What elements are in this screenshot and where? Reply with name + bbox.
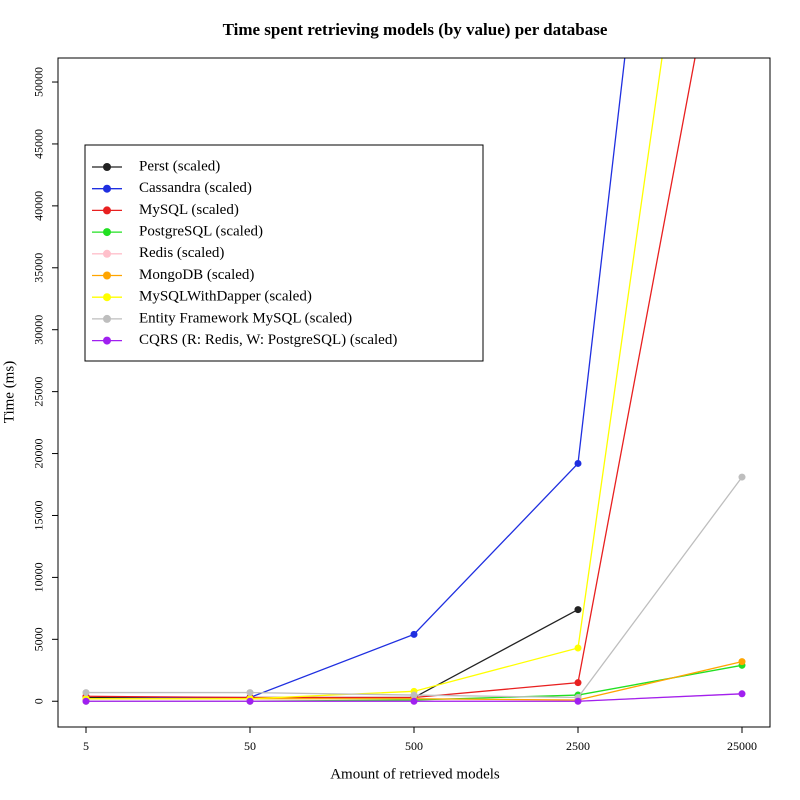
point xyxy=(410,630,418,638)
legend-marker xyxy=(103,228,111,237)
y-tick-label: 20000 xyxy=(32,439,46,469)
y-tick-label: 5000 xyxy=(32,627,46,651)
legend-marker xyxy=(103,336,111,345)
point xyxy=(82,689,90,697)
y-tick-label: 50000 xyxy=(32,67,46,97)
point xyxy=(410,697,418,705)
x-axis-label: Amount of retrieved models xyxy=(330,766,500,782)
legend-marker xyxy=(103,206,111,215)
point xyxy=(574,697,582,705)
y-tick-label: 25000 xyxy=(32,377,46,407)
point xyxy=(574,606,582,614)
point xyxy=(738,690,746,698)
y-tick-label: 40000 xyxy=(32,191,46,221)
legend-marker xyxy=(103,314,111,323)
legend-label: CQRS (R: Redis, W: PostgreSQL) (scaled) xyxy=(139,332,397,348)
point xyxy=(738,473,746,481)
y-tick-label: 45000 xyxy=(32,129,46,159)
point xyxy=(246,689,254,697)
x-tick-label: 5 xyxy=(83,739,89,753)
series-line xyxy=(86,476,743,699)
point xyxy=(574,679,582,687)
y-tick-label: 10000 xyxy=(32,562,46,592)
x-tick-label: 25000 xyxy=(727,739,757,753)
legend-label: Entity Framework MySQL (scaled) xyxy=(139,310,352,326)
x-tick-label: 500 xyxy=(405,739,423,753)
legend-marker xyxy=(103,271,111,280)
point xyxy=(574,459,582,467)
point xyxy=(82,697,90,705)
legend-marker xyxy=(103,184,111,193)
legend-label: MongoDB (scaled) xyxy=(139,267,254,283)
point xyxy=(246,697,254,705)
x-tick-label: 2500 xyxy=(566,739,590,753)
point xyxy=(410,691,418,699)
legend-box xyxy=(84,144,484,362)
x-tick-label: 50 xyxy=(244,739,256,753)
legend-label: Perst (scaled) xyxy=(139,158,220,174)
y-axis-label: Time (ms) xyxy=(1,361,17,423)
legend-label: Cassandra (scaled) xyxy=(139,180,252,196)
point xyxy=(738,658,746,666)
y-tick-label: 0 xyxy=(32,698,46,704)
legend-marker xyxy=(103,249,111,258)
series-line xyxy=(86,609,579,699)
plot-area xyxy=(82,58,746,705)
chart-title: Time spent retrieving models (by value) … xyxy=(223,20,608,39)
legend-marker xyxy=(103,293,111,302)
legend-marker xyxy=(103,163,111,171)
y-tick-label: 30000 xyxy=(32,315,46,345)
legend-label: PostgreSQL (scaled) xyxy=(139,224,263,240)
y-tick-label: 35000 xyxy=(32,253,46,283)
point xyxy=(574,644,582,652)
legend-label: MySQLWithDapper (scaled) xyxy=(139,289,312,305)
legend-label: MySQL (scaled) xyxy=(139,202,239,218)
y-tick-label: 15000 xyxy=(32,500,46,530)
legend-label: Redis (scaled) xyxy=(139,245,224,261)
